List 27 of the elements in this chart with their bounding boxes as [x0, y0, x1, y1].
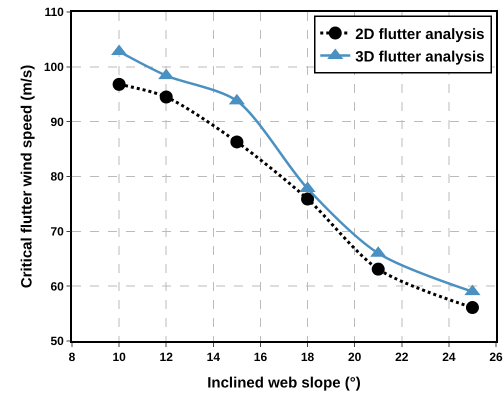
point — [230, 135, 244, 148]
y-tick-label: 80 — [50, 170, 64, 184]
y-tick-label: 90 — [50, 114, 64, 129]
x-tick-label: 20 — [348, 350, 362, 364]
x-tick-label: 22 — [395, 350, 409, 364]
y-axis-title: Critical flutter wind speed (m/s) — [18, 64, 36, 288]
point — [301, 192, 314, 206]
point — [372, 262, 385, 276]
y-tick-label: 70 — [50, 224, 64, 239]
x-tick-label: 26 — [489, 350, 503, 364]
x-tick-label: 18 — [300, 350, 315, 364]
x-tick-label: 8 — [68, 350, 76, 364]
x-tick-label: 16 — [254, 350, 268, 364]
legend-label: 2D flutter analysis — [355, 26, 484, 43]
y-tick-label: 100 — [44, 60, 64, 74]
x-tick-label: 12 — [160, 350, 174, 364]
x-axis-title: Inclined web slope (°) — [207, 374, 361, 392]
x-tick-label: 14 — [206, 350, 220, 364]
y-tick-label: 60 — [50, 279, 64, 294]
x-tick-label: 10 — [112, 350, 126, 364]
point — [112, 78, 126, 91]
x-tick-label: 24 — [442, 350, 456, 364]
point — [466, 301, 479, 314]
legend-label: 3D flutter analysis — [355, 48, 484, 66]
y-tick-label: 50 — [50, 334, 64, 348]
y-tick-label: 110 — [44, 5, 64, 20]
point — [160, 90, 173, 104]
